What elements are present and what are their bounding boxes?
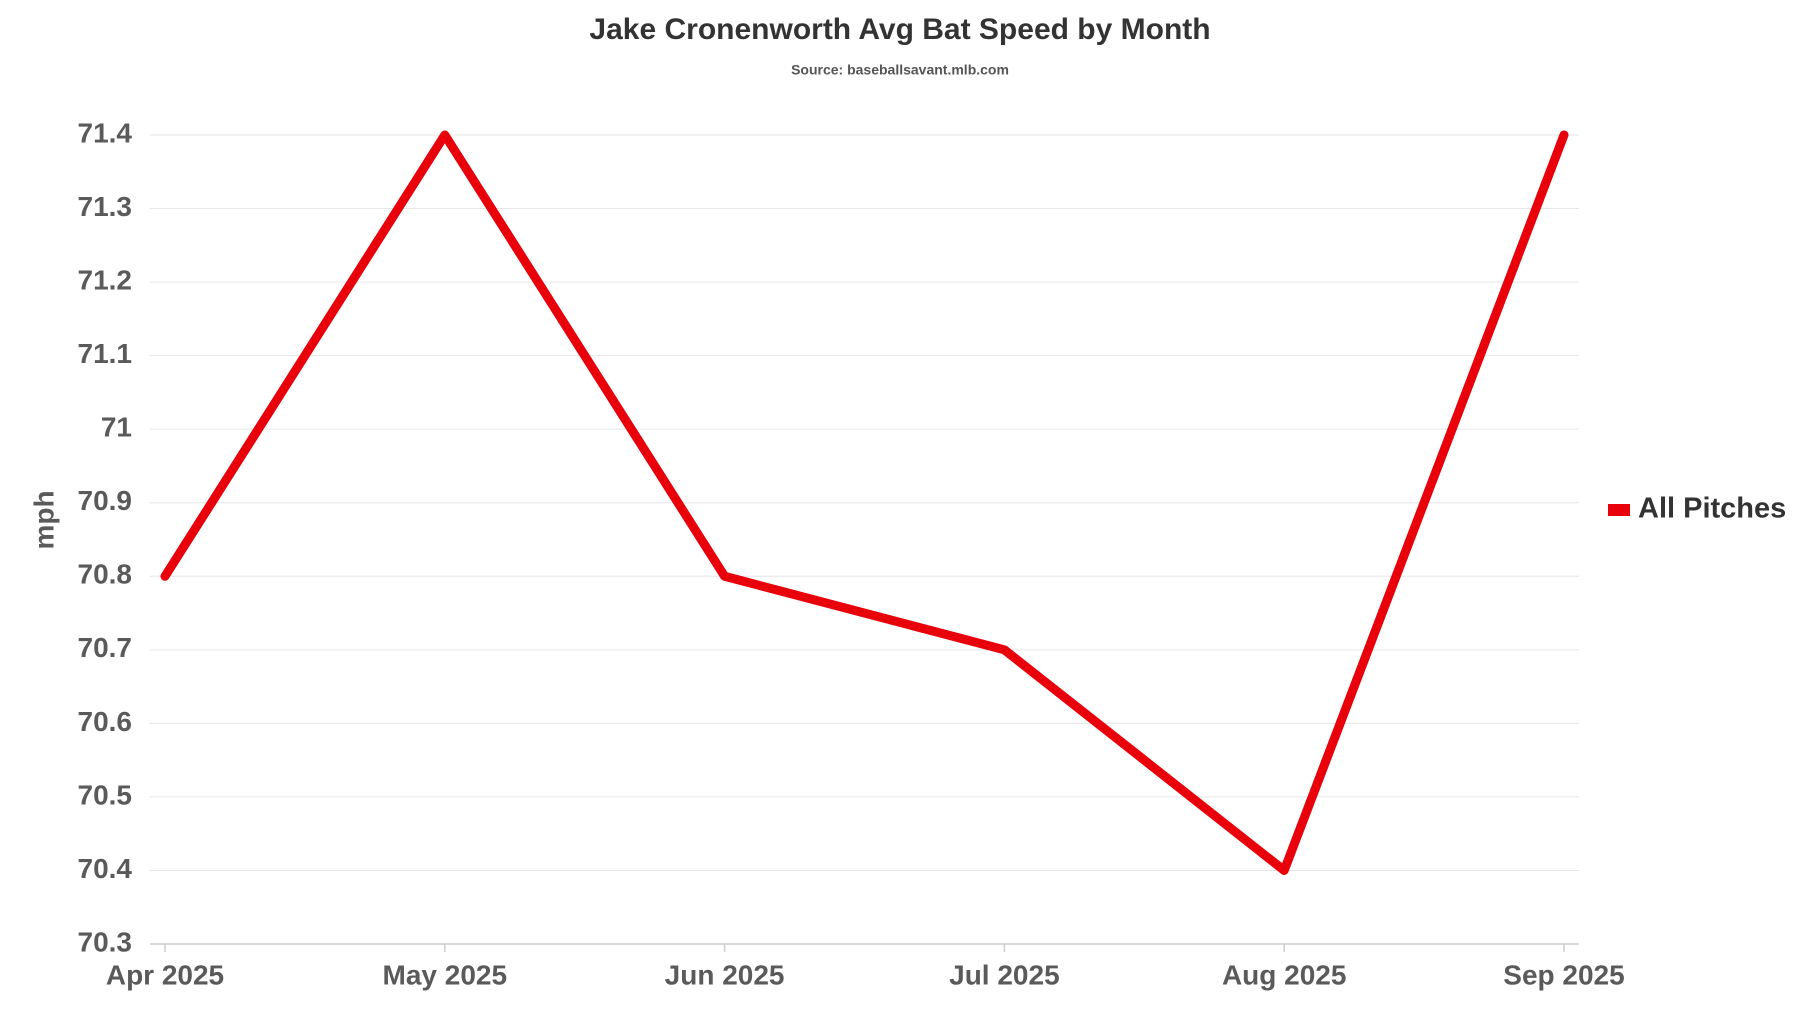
x-tick-label: Jun 2025: [665, 959, 785, 990]
y-axis-label: mph: [28, 490, 59, 549]
data-line: [160, 130, 1569, 875]
y-tick-label: 70.5: [78, 779, 133, 810]
y-tick-label: 71.4: [78, 117, 133, 148]
legend-label: All Pitches: [1638, 493, 1786, 525]
y-tick-label: 71.1: [78, 338, 133, 369]
y-tick-label: 70.7: [78, 632, 133, 663]
y-tick-label: 70.8: [78, 559, 133, 590]
x-tick-label: Aug 2025: [1222, 959, 1347, 990]
chart-title: Jake Cronenworth Avg Bat Speed by Month: [589, 13, 1210, 46]
y-tick-label: 70.6: [78, 706, 133, 737]
chart-subtitle: Source: baseballsavant.mlb.com: [791, 62, 1009, 78]
y-tick-label: 71.3: [78, 191, 133, 222]
y-tick-label: 71: [101, 412, 132, 443]
x-tick-label: May 2025: [383, 959, 508, 990]
y-tick-label: 71.2: [78, 264, 133, 295]
x-tick-label: Jul 2025: [949, 959, 1060, 990]
x-tick-label: Sep 2025: [1503, 959, 1624, 990]
x-tick-label: Apr 2025: [106, 959, 224, 990]
legend-swatch: [1608, 504, 1630, 516]
y-tick-label: 70.3: [78, 926, 133, 957]
y-tick-label: 70.9: [78, 485, 133, 516]
y-tick-label: 70.4: [78, 853, 133, 884]
